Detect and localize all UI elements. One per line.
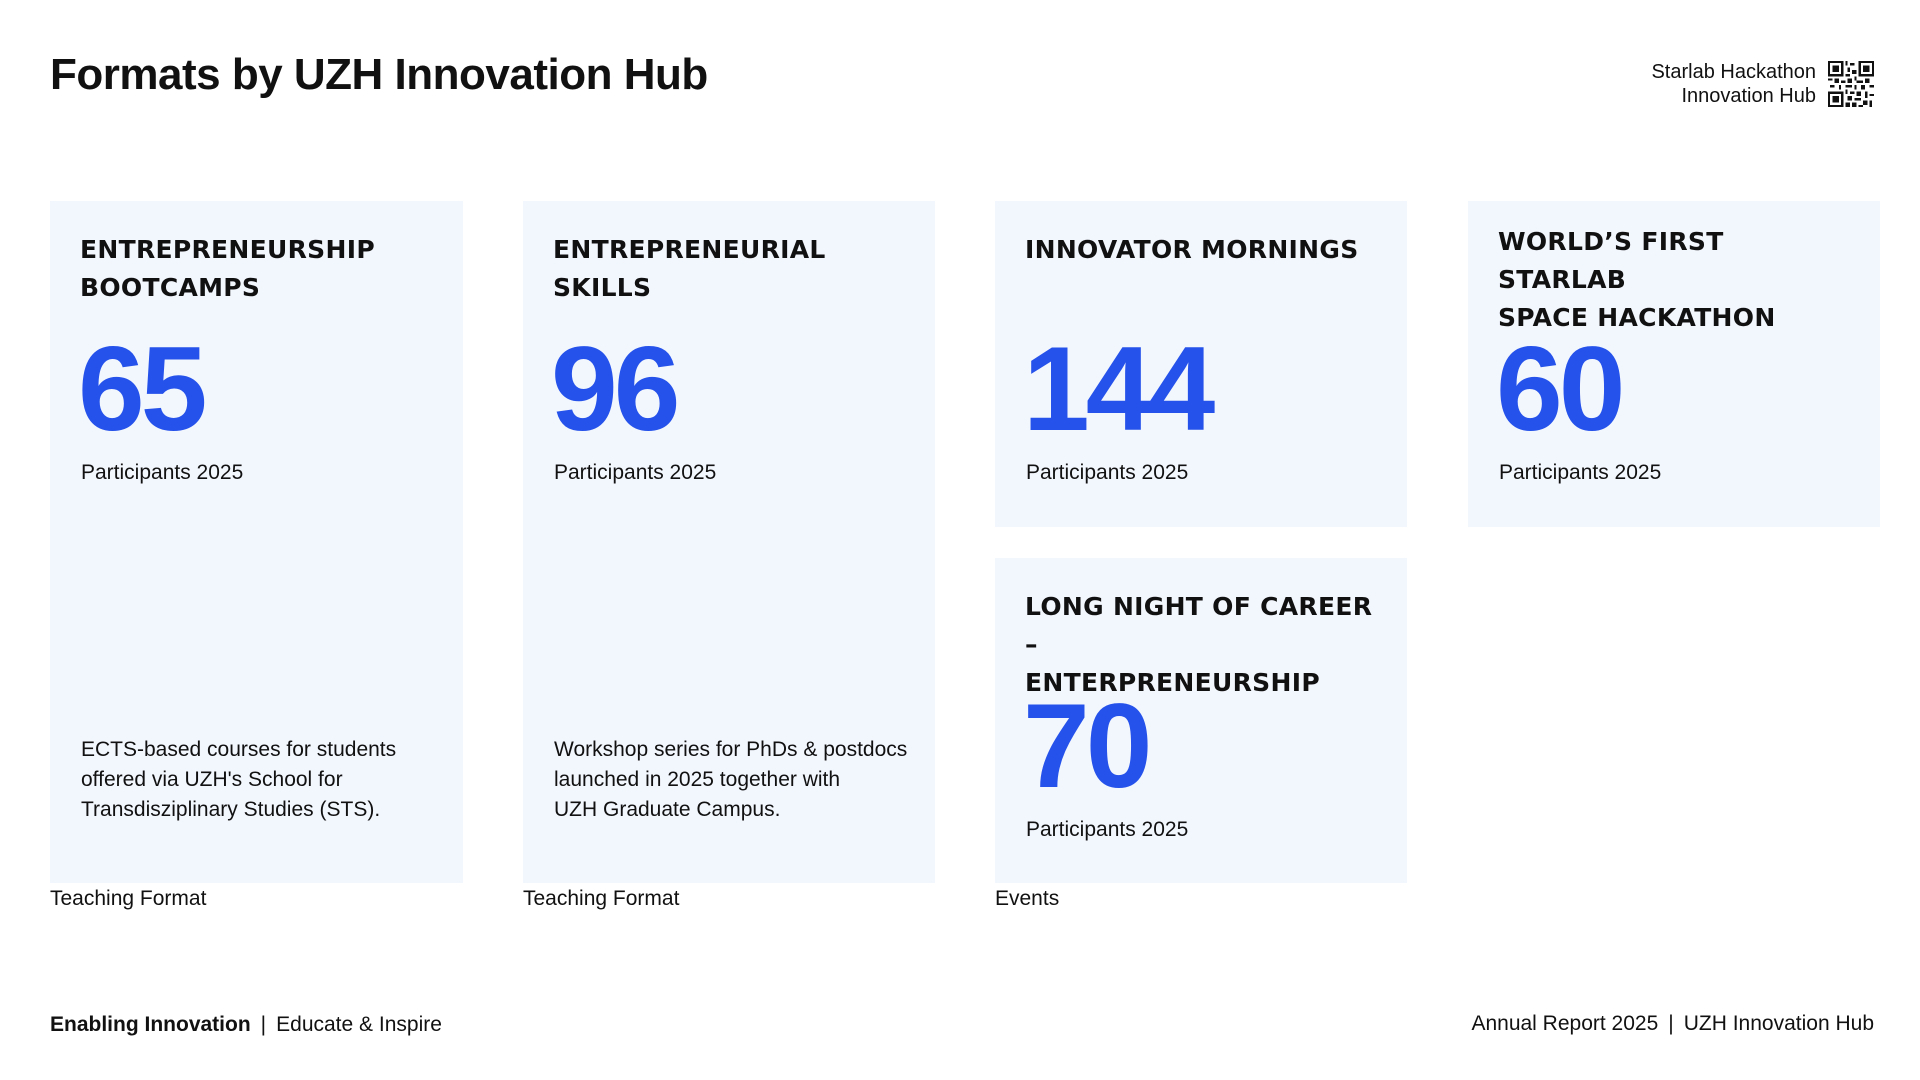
card-title: ENTREPRENEURIAL SKILLS	[553, 231, 905, 307]
footer-separator: |	[260, 1013, 267, 1036]
card-description-line: launched in 2025 together with	[554, 768, 841, 791]
card-title: INNOVATOR MORNINGS	[1025, 231, 1377, 269]
card-description-line: offered via UZH's School for	[81, 768, 343, 791]
card-long-night-of-career: LONG NIGHT OF CAREER – ENTERPRENEURSHIP …	[995, 558, 1407, 883]
card-title-line: ENTERPRENEURSHIP	[1025, 668, 1320, 697]
card-title: LONG NIGHT OF CAREER – ENTERPRENEURSHIP	[1025, 588, 1377, 702]
footer-right: Annual Report 2025 | UZH Innovation Hub	[1471, 1012, 1874, 1036]
qr-caption: Starlab Hackathon Innovation Hub	[1651, 60, 1816, 108]
qr-code-icon[interactable]	[1828, 61, 1874, 107]
card-number: 96	[551, 322, 680, 456]
footer-org: UZH Innovation Hub	[1683, 1012, 1874, 1035]
card-title-line: BOOTCAMPS	[80, 273, 261, 302]
card-number: 65	[78, 322, 207, 456]
card-title-line: ENTREPRENEURIAL SKILLS	[553, 235, 826, 302]
card-description: ECTS-based courses for students offered …	[81, 735, 396, 825]
card-title-line: LONG NIGHT OF CAREER –	[1025, 592, 1373, 659]
footer-brand: Enabling Innovation	[50, 1013, 251, 1036]
card-entrepreneurial-skills: ENTREPRENEURIAL SKILLS 96 Participants 2…	[523, 201, 935, 883]
card-subtitle: Participants 2025	[1499, 461, 1662, 484]
card-number: 144	[1023, 322, 1215, 456]
footer-section: Educate & Inspire	[276, 1013, 442, 1036]
category-label: Teaching Format	[523, 887, 680, 910]
card-title-line: INNOVATOR MORNINGS	[1025, 235, 1359, 264]
footer-report: Annual Report 2025	[1471, 1012, 1659, 1035]
category-label: Teaching Format	[50, 887, 207, 910]
card-starlab-space-hackathon: WORLD’S FIRST STARLAB SPACE HACKATHON 60…	[1468, 201, 1880, 527]
card-subtitle: Participants 2025	[1026, 461, 1189, 484]
qr-block[interactable]: Starlab Hackathon Innovation Hub	[1651, 60, 1874, 108]
card-number: 60	[1496, 322, 1625, 456]
card-description-line: UZH Graduate Campus.	[554, 798, 781, 821]
card-subtitle: Participants 2025	[554, 461, 717, 484]
card-title-line: SPACE HACKATHON	[1498, 303, 1776, 332]
page-title: Formats by UZH Innovation Hub	[50, 50, 708, 99]
card-description-line: Workshop series for PhDs & postdocs	[554, 738, 908, 761]
card-description-line: ECTS-based courses for students	[81, 738, 397, 761]
qr-caption-line2: Innovation Hub	[1681, 85, 1816, 107]
card-number: 70	[1023, 679, 1152, 813]
footer-left: Enabling Innovation | Educate & Inspire	[50, 1013, 442, 1037]
footer-separator: |	[1668, 1012, 1674, 1035]
category-label: Events	[995, 887, 1060, 910]
card-title: ENTREPRENEURSHIP BOOTCAMPS	[80, 231, 433, 307]
card-title-line: WORLD’S FIRST STARLAB	[1498, 227, 1724, 294]
card-title: WORLD’S FIRST STARLAB SPACE HACKATHON	[1498, 223, 1850, 337]
card-entrepreneurship-bootcamps: ENTREPRENEURSHIP BOOTCAMPS 65 Participan…	[50, 201, 463, 883]
card-description-line: Transdisziplinary Studies (STS).	[81, 798, 381, 821]
card-title-line: ENTREPRENEURSHIP	[80, 235, 375, 264]
card-subtitle: Participants 2025	[81, 461, 244, 484]
card-subtitle: Participants 2025	[1026, 818, 1189, 841]
card-innovator-mornings: INNOVATOR MORNINGS 144 Participants 2025	[995, 201, 1407, 527]
card-description: Workshop series for PhDs & postdocs laun…	[554, 735, 907, 825]
qr-caption-line1: Starlab Hackathon	[1651, 61, 1816, 83]
